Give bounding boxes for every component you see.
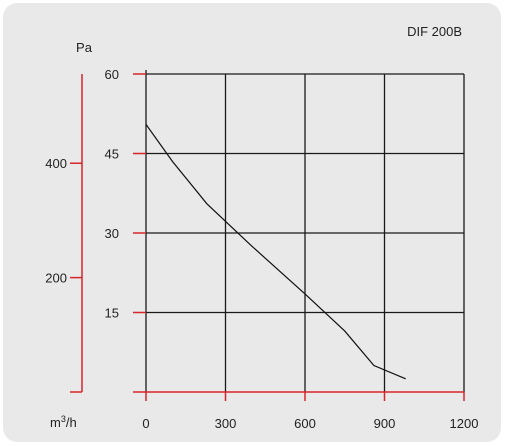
x-tick-label: 1200 xyxy=(450,416,479,431)
x-axis-label-base: m xyxy=(50,415,61,430)
y-axis-unit: Pa xyxy=(76,40,93,55)
y-tick-label: 15 xyxy=(105,306,119,321)
x-tick-label: 300 xyxy=(215,416,237,431)
pa-tick-label: 200 xyxy=(45,271,67,286)
y-tick-label: 45 xyxy=(105,147,119,162)
pa-tick-label: 400 xyxy=(45,156,67,171)
chart-card xyxy=(3,3,501,442)
y-tick-label: 60 xyxy=(105,67,119,82)
chart-title: DIF 200B xyxy=(407,24,462,39)
x-axis-label-suffix: /h xyxy=(66,415,77,430)
x-tick-label: 0 xyxy=(142,416,149,431)
y-tick-label: 30 xyxy=(105,226,119,241)
x-tick-label: 600 xyxy=(294,416,316,431)
grid xyxy=(145,70,465,392)
x-tick-label: 900 xyxy=(374,416,396,431)
tick-marks xyxy=(70,73,465,401)
pressure-curve xyxy=(145,124,406,380)
x-axis-label-superscript: 3 xyxy=(61,414,66,424)
x-axis-label: m3/h xyxy=(50,414,77,430)
